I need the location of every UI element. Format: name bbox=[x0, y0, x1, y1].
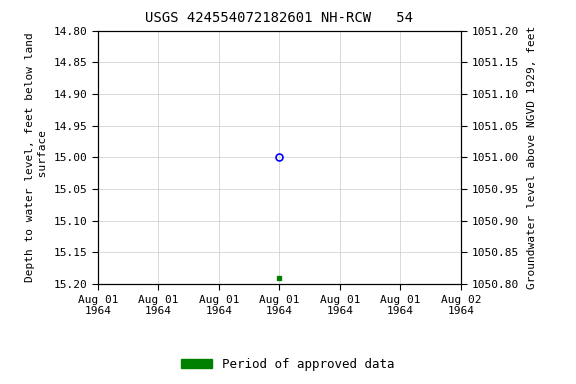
Title: USGS 424554072182601 NH-RCW   54: USGS 424554072182601 NH-RCW 54 bbox=[145, 12, 414, 25]
Y-axis label: Groundwater level above NGVD 1929, feet: Groundwater level above NGVD 1929, feet bbox=[527, 26, 537, 289]
Y-axis label: Depth to water level, feet below land
 surface: Depth to water level, feet below land su… bbox=[25, 33, 48, 282]
Legend: Period of approved data: Period of approved data bbox=[176, 353, 400, 376]
